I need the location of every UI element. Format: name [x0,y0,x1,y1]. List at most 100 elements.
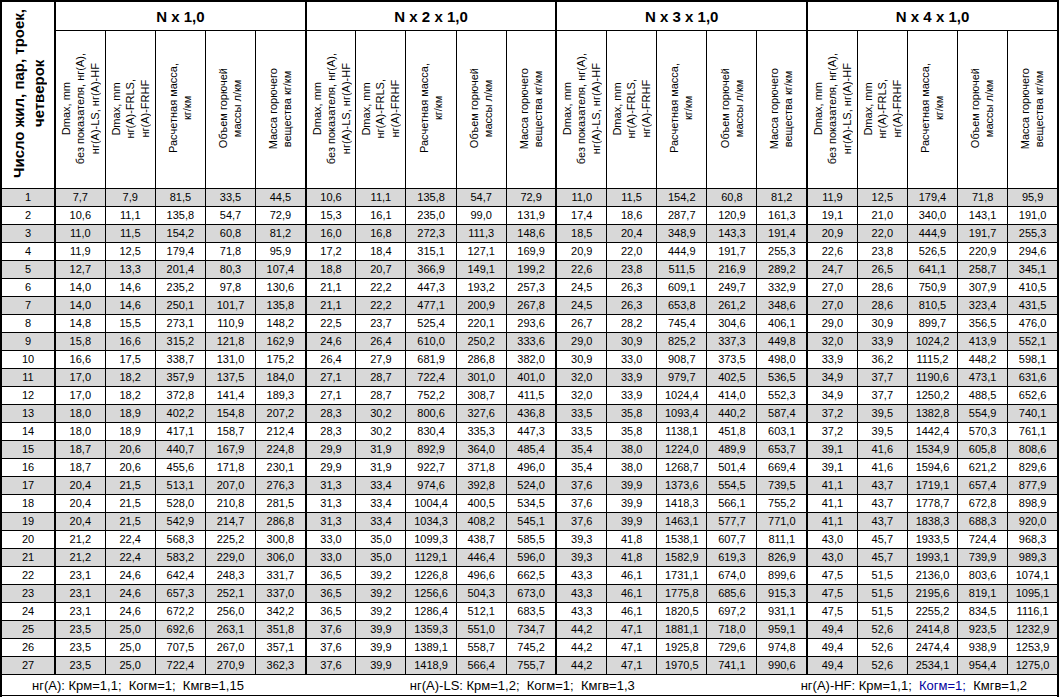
sub-header-label: Dmax, mm нг(А)-FRLS, нг(А)-FRHF [359,79,402,139]
value-cell: 410,5 [1008,279,1058,297]
value-cell: 33,5 [556,423,606,441]
value-cell: 36,5 [306,585,356,603]
value-cell: 1538,1 [657,531,707,549]
value-cell: 485,4 [506,441,556,459]
value-cell: 920,0 [1008,513,1058,531]
value-cell: 24,6 [105,585,155,603]
value-cell: 26,4 [306,351,356,369]
value-cell: 1534,9 [907,441,957,459]
value-cell: 212,4 [256,423,306,441]
value-cell: 29,9 [306,459,356,477]
value-cell: 436,8 [506,405,556,423]
value-cell: 34,9 [807,387,857,405]
value-cell: 610,0 [406,333,456,351]
value-cell: 2414,8 [907,621,957,639]
value-cell: 154,8 [205,405,255,423]
value-cell: 915,3 [757,585,807,603]
value-cell: 504,3 [456,585,506,603]
value-cell: 587,4 [757,405,807,423]
value-cell: 1418,3 [657,495,707,513]
value-cell: 18,9 [105,405,155,423]
value-cell: 23,5 [55,621,105,639]
value-cell: 1138,1 [657,423,707,441]
table-body: 17,77,981,533,544,510,611,1135,854,772,9… [1,189,1058,675]
value-cell: 954,4 [958,657,1008,675]
sub-header-g1-c3: Расчетная масса, кг/км [155,31,205,189]
value-cell: 1115,2 [907,351,957,369]
value-cell: 938,9 [958,639,1008,657]
value-cell: 18,0 [55,405,105,423]
sub-header-label: Dmax, mm без показателя, нг(А), нг(А)-LS… [811,53,854,164]
value-cell: 214,7 [205,513,255,531]
value-cell: 16,1 [356,207,406,225]
value-cell: 18,7 [55,459,105,477]
sub-header-g4-c3: Расчетная масса, кг/км [907,31,957,189]
value-cell: 31,3 [306,477,356,495]
value-cell: 18,2 [105,387,155,405]
value-cell: 1719,1 [907,477,957,495]
value-cell: 24,5 [556,279,606,297]
value-cell: 72,9 [256,207,306,225]
value-cell: 489,9 [707,441,757,459]
value-cell: 191,0 [1008,207,1058,225]
value-cell: 17,4 [556,207,606,225]
value-cell: 642,4 [155,567,205,585]
value-cell: 752,2 [406,387,456,405]
value-cell: 1250,2 [907,387,957,405]
value-cell: 922,7 [406,459,456,477]
sub-header-g2-c1: Dmax, mm без показателя, нг(А), нг(А)-LS… [306,31,356,189]
corner-header-cell: Число жил, пар, троек, четверок [1,1,55,189]
value-cell: 17,0 [55,369,105,387]
value-cell: 47,5 [807,603,857,621]
value-cell: 741,1 [707,657,757,675]
table-row: 2223,124,6642,4248,3331,736,539,21226,84… [1,567,1058,585]
value-cell: 1731,1 [657,567,707,585]
value-cell: 23,1 [55,585,105,603]
value-cell: 498,0 [757,351,807,369]
value-cell: 28,7 [356,369,406,387]
table-row: 1820,421,5528,0210,8281,531,333,41004,44… [1,495,1058,513]
value-cell: 191,7 [707,243,757,261]
value-cell: 33,5 [205,189,255,207]
value-cell: 1286,4 [406,603,456,621]
value-cell: 22,5 [306,315,356,333]
value-cell: 289,2 [757,261,807,279]
value-cell: 511,5 [657,261,707,279]
value-cell: 99,0 [456,207,506,225]
value-cell: 158,7 [205,423,255,441]
value-cell: 750,9 [907,279,957,297]
coefficient-text: нг(А)-LS: Крм=1,2; Когм=1; Кмгв=1,3 [410,678,635,693]
corner-header-label: Число жил, пар, троек, четверок [9,9,48,178]
value-cell: 257,3 [506,279,556,297]
value-cell: 501,4 [707,459,757,477]
sub-header-label: Масса горючего вещества кг/км [1018,68,1047,149]
value-cell: 1116,1 [1008,603,1058,621]
value-cell: 29,9 [306,441,356,459]
value-cell: 97,8 [205,279,255,297]
value-cell: 974,6 [406,477,456,495]
value-cell: 250,2 [456,333,506,351]
value-cell: 20,4 [55,513,105,531]
value-cell: 52,6 [857,657,907,675]
value-cell: 34,9 [807,369,857,387]
value-cell: 21,1 [306,297,356,315]
sub-header-g3-c3: Расчетная масса, кг/км [657,31,707,189]
value-cell: 22,0 [607,243,657,261]
row-number: 8 [1,315,55,333]
value-cell: 1382,8 [907,405,957,423]
cable-parameters-page: Число жил, пар, троек, четверок N x 1,0N… [0,0,1059,697]
row-number: 10 [1,351,55,369]
table-row: 1518,720,6440,7167,9224,829,931,9892,936… [1,441,1058,459]
coefficient-accent-text: Когм=1; [919,678,966,693]
value-cell: 107,4 [256,261,306,279]
value-cell: 598,1 [1008,351,1058,369]
sub-header-label: Dmax, mm нг(А)-FRLS, нг(А)-FRHF [861,79,904,139]
value-cell: 41,6 [857,441,907,459]
value-cell: 36,5 [306,567,356,585]
table-row: 1720,421,5513,1207,0276,331,333,4974,639… [1,477,1058,495]
value-cell: 761,1 [1008,423,1058,441]
value-cell: 207,0 [205,477,255,495]
value-cell: 286,8 [256,513,306,531]
value-cell: 23,8 [857,243,907,261]
value-cell: 26,3 [607,297,657,315]
